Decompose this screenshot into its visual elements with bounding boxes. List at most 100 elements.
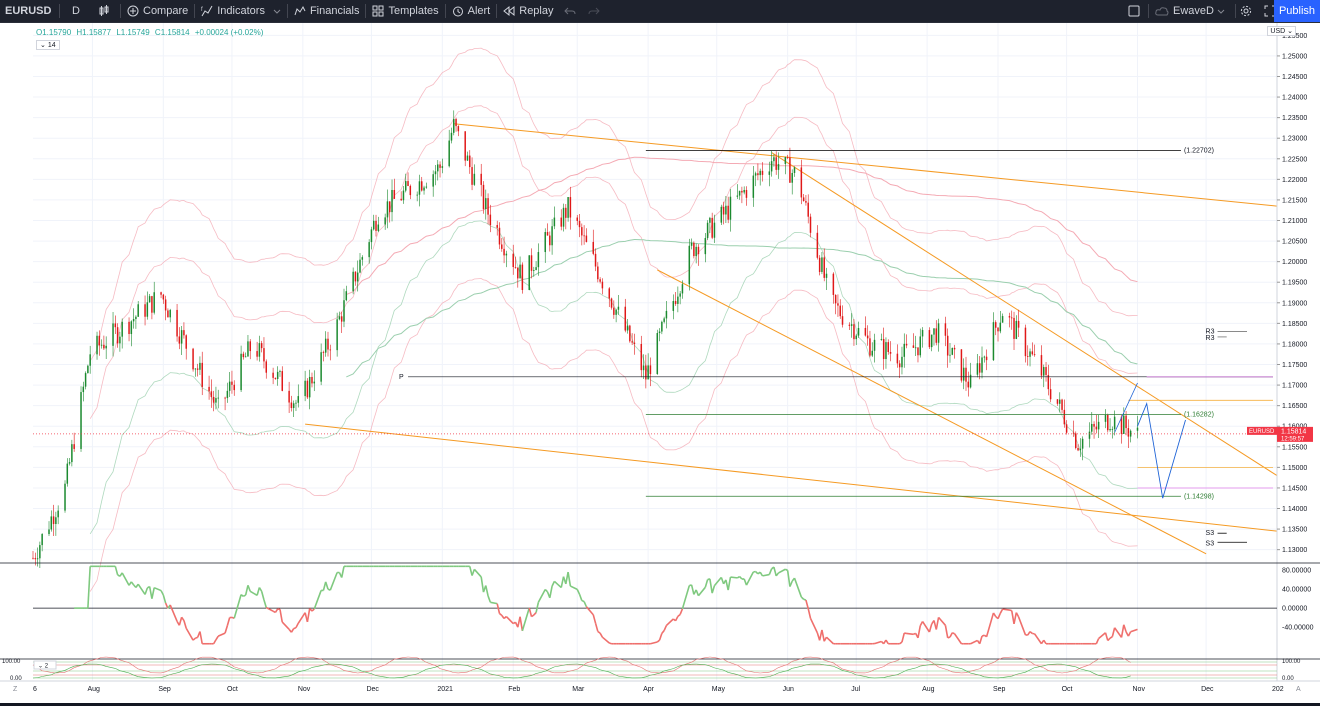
candle <box>437 160 439 180</box>
candle-body <box>723 207 725 215</box>
indicators-icon: f <box>201 5 213 17</box>
candle <box>711 213 713 239</box>
candle <box>549 232 551 252</box>
lower-line <box>550 672 555 673</box>
candle-body <box>689 246 691 284</box>
price-tick-label: 1.15000 <box>1282 465 1307 472</box>
candle <box>593 230 595 256</box>
candle <box>915 336 917 356</box>
candle-body <box>99 336 101 346</box>
candle-body <box>103 345 105 349</box>
osc-segment <box>582 601 584 602</box>
undo-button[interactable] <box>560 0 584 22</box>
currency-select[interactable]: USD ⌄ <box>1267 26 1296 36</box>
lower-line <box>262 677 267 678</box>
osc-segment <box>195 637 197 638</box>
osc-segment <box>170 605 177 621</box>
redo-button[interactable] <box>584 0 608 22</box>
candle-body <box>261 343 263 348</box>
osc-segment <box>307 608 309 622</box>
templates-button[interactable]: Templates <box>366 0 444 22</box>
chart-type-button[interactable] <box>92 0 120 22</box>
candle-body <box>762 171 764 175</box>
candle-body <box>858 328 860 336</box>
publish-button[interactable]: Publish <box>1274 0 1320 22</box>
candle-body <box>897 354 899 364</box>
candle <box>474 164 476 185</box>
candle <box>743 186 745 194</box>
lower-line <box>545 669 550 671</box>
lower-line <box>1067 665 1076 667</box>
lower-line <box>742 676 747 677</box>
lower-line <box>170 667 179 670</box>
candle <box>551 219 553 255</box>
candle-body <box>474 174 476 185</box>
candle-body <box>869 338 871 355</box>
candle-body <box>199 363 201 370</box>
price-chart[interactable]: (1.22702)(1.16282)(1.14298)PR3R3S3S31.25… <box>0 23 1320 703</box>
lower-line <box>902 670 907 672</box>
candle-body <box>359 260 361 273</box>
candle <box>485 190 487 220</box>
candle <box>115 316 117 334</box>
candle <box>266 359 268 378</box>
osc-segment <box>971 640 978 643</box>
candle <box>352 268 354 295</box>
candle-body <box>771 161 773 171</box>
candle-body <box>968 382 970 388</box>
candle <box>471 157 473 190</box>
lower-line <box>294 672 299 674</box>
candle-body <box>105 346 107 349</box>
osc-segment <box>712 586 714 593</box>
lower-line <box>577 664 582 665</box>
time-label: Oct <box>1062 686 1073 693</box>
indicators-dropdown[interactable] <box>271 0 287 22</box>
lower-line <box>403 657 408 658</box>
osc-segment <box>678 614 680 616</box>
alert-button[interactable]: Alert <box>446 0 497 22</box>
candle <box>464 131 466 166</box>
lower-line <box>1003 657 1012 658</box>
candle-body <box>1000 323 1002 332</box>
candle <box>1050 378 1052 402</box>
osc-segment <box>568 572 570 586</box>
settings-button[interactable] <box>1236 0 1260 22</box>
candle-body <box>871 351 873 356</box>
candle-body <box>1011 317 1013 318</box>
lower-line <box>500 657 505 658</box>
layout-select-button[interactable] <box>1124 0 1148 22</box>
candle-body <box>1091 424 1093 432</box>
indicators-button[interactable]: f Indicators <box>195 0 271 22</box>
candle <box>984 356 986 363</box>
level-label-high: (1.22702) <box>1184 147 1214 154</box>
candle-body <box>101 345 103 346</box>
compare-button[interactable]: Compare <box>121 0 194 22</box>
candle-body <box>320 352 322 381</box>
financials-button[interactable]: Financials <box>288 0 366 22</box>
replay-button[interactable]: Replay <box>497 0 559 22</box>
collapse-indicators-button[interactable]: ⌄ 14 <box>36 40 60 50</box>
candle <box>133 308 135 328</box>
osc-segment <box>790 581 792 586</box>
candle-body <box>775 157 777 170</box>
candle-body <box>137 304 139 316</box>
osc-segment <box>536 602 538 612</box>
osc-segment <box>756 572 758 574</box>
interval-button[interactable]: D <box>60 0 92 22</box>
symbol-button[interactable]: EURUSD <box>0 0 59 22</box>
osc-segment <box>886 640 888 644</box>
layout-name-button[interactable]: EwaveD <box>1149 0 1235 22</box>
candle <box>627 319 629 334</box>
lower-line <box>115 668 120 670</box>
candle <box>355 271 357 286</box>
osc-segment <box>506 617 513 624</box>
lower-line <box>600 657 609 658</box>
candle-body <box>213 397 215 403</box>
candle <box>871 342 873 357</box>
lower-line <box>408 657 417 658</box>
candle-body <box>1002 316 1004 323</box>
candle-body <box>741 191 743 193</box>
lower-line <box>1126 676 1131 677</box>
candle-body <box>746 190 748 198</box>
